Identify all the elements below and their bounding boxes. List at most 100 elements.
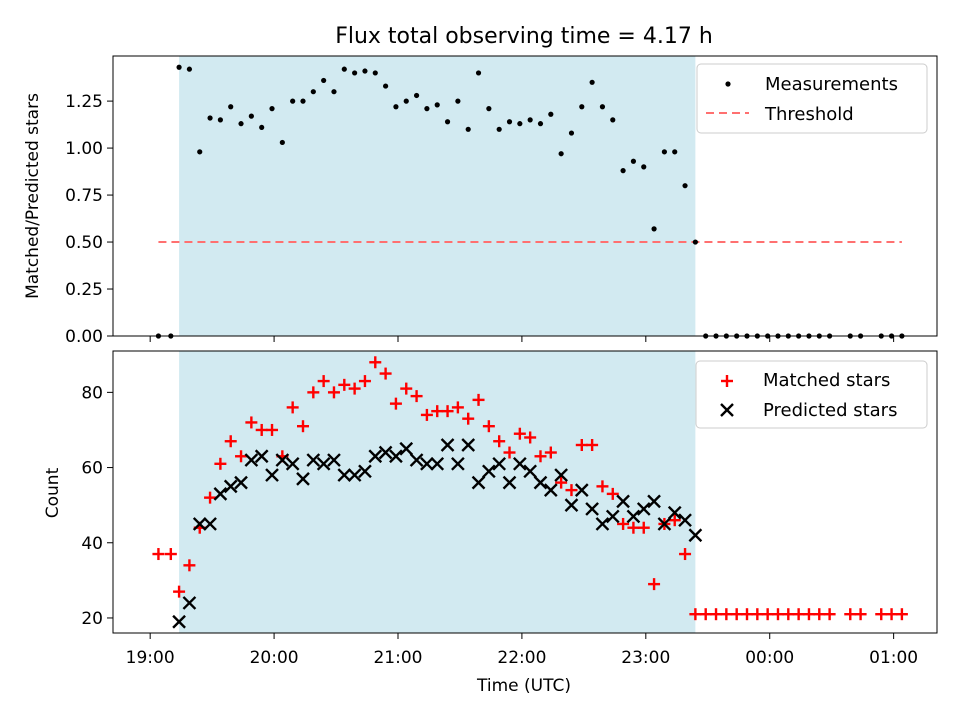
- bottom-plot-frame: [112, 350, 938, 634]
- matched-star-point: [627, 521, 640, 534]
- matched-star-point: [699, 608, 712, 621]
- predicted-star-point: [461, 438, 476, 452]
- predicted-star-point: [595, 517, 610, 531]
- bottom-y-tick-label: 20: [81, 609, 103, 629]
- predicted-star-point: [244, 453, 259, 467]
- measurement-point: [506, 119, 513, 125]
- matched-star-point: [730, 608, 743, 621]
- predicted-star-b: [502, 475, 517, 490]
- top-y-tick-label: 0.25: [65, 280, 103, 300]
- predicted-star-point: [667, 505, 682, 520]
- matched-star-point: [358, 375, 371, 388]
- measurement-point: [362, 68, 368, 74]
- predicted-star-b: [554, 468, 568, 482]
- matched-star-point: [400, 382, 413, 395]
- predicted-star-point: [471, 475, 486, 490]
- measurement-point: [413, 92, 420, 99]
- predicted-star-b: [409, 453, 424, 467]
- measurement-point: [455, 98, 461, 104]
- predicted-star-point: [502, 475, 517, 490]
- predicted-star-b: [616, 494, 630, 509]
- bottom-y-axis-label: Count: [43, 467, 63, 518]
- bottom-x-tick-label: 20:00: [250, 648, 299, 668]
- predicted-star-point: [358, 464, 372, 479]
- measurement-point: [217, 117, 223, 123]
- measurement-point: [331, 89, 337, 95]
- matched-star-point: [164, 548, 177, 561]
- predicted-star-point: [420, 456, 434, 471]
- measurement-point: [186, 66, 193, 72]
- predicted-star-b: [234, 475, 248, 490]
- matched-star-point: [782, 608, 795, 621]
- matched-star-point: [286, 401, 299, 414]
- measurement-point: [259, 124, 265, 131]
- top-x-axis: [149, 336, 895, 342]
- predicted-star-point: [327, 453, 341, 467]
- bottom-x-tick-label: 19:00: [126, 648, 175, 668]
- measurement-point: [352, 70, 358, 76]
- top-y-tick-label: 0.75: [65, 186, 103, 206]
- bottom-y-axis: 20 40 60 80: [81, 383, 113, 629]
- measurement-point: [486, 106, 492, 112]
- matched-star-point: [338, 378, 351, 391]
- predicted-star-point: [482, 464, 496, 479]
- predicted-star-point: [636, 502, 651, 516]
- matched-star-point: [204, 491, 217, 504]
- predicted-star-point: [678, 513, 692, 528]
- measurement-point: [517, 121, 523, 127]
- matched-star-point: [245, 416, 258, 429]
- bottom-legend: Matched stars Predicted stars: [695, 360, 928, 429]
- predicted-star-point: [554, 468, 568, 482]
- matched-star-point: [689, 608, 702, 621]
- measurement-point: [403, 98, 409, 104]
- predicted-star-b: [192, 517, 207, 531]
- measurement-point: [568, 130, 575, 136]
- predicted-star-point: [347, 468, 362, 482]
- predicted-star-b: [316, 456, 331, 471]
- predicted-star-point: [564, 498, 579, 513]
- matched-star-point: [224, 435, 237, 448]
- matched-star-point: [771, 608, 784, 621]
- matched-star-point: [885, 608, 898, 621]
- matched-star-point: [617, 517, 630, 530]
- bottom-y-tick-label: 40: [81, 534, 103, 554]
- predicted-star-point: [605, 509, 620, 524]
- legend-matched-marker: [721, 375, 733, 387]
- measurement-point: [444, 119, 451, 125]
- predicted-star-b: [647, 494, 661, 509]
- matched-star-point: [214, 457, 227, 470]
- matched-star-point: [451, 401, 464, 414]
- legend-threshold-label: Threshold: [764, 104, 854, 125]
- predicted-star-point: [275, 453, 290, 467]
- predicted-star-point: [254, 449, 269, 464]
- predicted-star-b: [358, 464, 372, 479]
- top-y-tick-label: 1.25: [65, 92, 103, 112]
- measurement-point: [610, 117, 616, 123]
- matched-star-point: [792, 608, 805, 621]
- predicted-star-b: [492, 456, 507, 471]
- measurement-point: [321, 77, 327, 84]
- predicted-star-point: [688, 528, 703, 543]
- top-y-tick-label: 1.00: [65, 139, 103, 159]
- predicted-star-b: [605, 509, 620, 524]
- predicted-star-b: [347, 468, 362, 482]
- predicted-star-point: [512, 456, 527, 471]
- matched-star-point: [255, 423, 268, 436]
- predicted-star-point: [337, 468, 352, 482]
- predicted-star-point: [523, 464, 538, 479]
- measurement-point: [310, 89, 316, 95]
- predicted-star-point: [182, 596, 197, 610]
- measurement-point: [383, 83, 389, 89]
- matched-star-point: [235, 450, 248, 463]
- matched-star-point: [575, 439, 588, 451]
- predicted-star-b: [636, 502, 651, 516]
- matched-star-point: [606, 487, 619, 500]
- top-observing-window: [179, 56, 696, 336]
- top-y-tick-label: 0.00: [65, 327, 103, 347]
- matched-star-point: [895, 608, 908, 621]
- measurement-point: [558, 151, 564, 157]
- legend-matched-label: Matched stars: [763, 370, 890, 391]
- top-y-axis: 0.00 0.25 0.50 0.75 1.00 1.25: [65, 92, 113, 347]
- predicted-star-b: [399, 441, 414, 456]
- predicted-star-b: [306, 453, 321, 467]
